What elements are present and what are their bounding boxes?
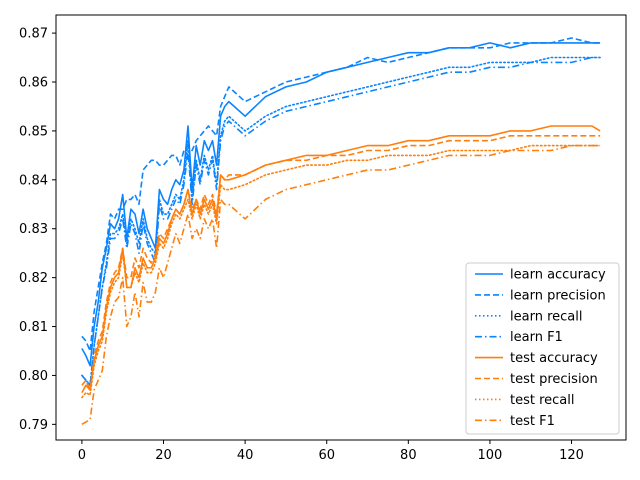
x-tick-label: 40 <box>237 448 254 463</box>
y-tick-label: 0.85 <box>19 124 48 139</box>
y-tick-label: 0.87 <box>19 27 48 42</box>
y-tick-label: 0.80 <box>19 369 48 384</box>
x-tick-label: 100 <box>478 448 503 463</box>
legend-label: test precision <box>510 372 598 387</box>
legend-label: learn F1 <box>510 330 563 345</box>
series-line-test-recall <box>81 144 601 399</box>
legend-label: learn precision <box>510 288 606 303</box>
x-tick-label: 60 <box>318 448 335 463</box>
x-tick-label: 80 <box>400 448 417 463</box>
x-axis: 0 20 40 60 80 100 120 <box>78 440 584 463</box>
plot-lines <box>81 37 601 425</box>
y-tick-label: 0.79 <box>19 418 48 433</box>
y-tick-label: 0.84 <box>19 173 48 188</box>
legend: learn accuracy learn precision learn recal… <box>465 262 620 435</box>
legend-label: learn recall <box>510 309 582 324</box>
legend-box <box>465 262 620 435</box>
x-tick-label: 20 <box>155 448 172 463</box>
y-axis: 0.79 0.80 0.81 0.82 0.83 0.84 0.85 0.86 0.87 <box>19 27 56 433</box>
y-tick-label: 0.86 <box>19 76 48 91</box>
x-tick-label: 120 <box>559 448 584 463</box>
axes-frame <box>55 14 627 441</box>
y-tick-label: 0.82 <box>19 271 48 286</box>
y-tick-label: 0.81 <box>19 320 48 335</box>
legend-label: test F1 <box>510 414 555 429</box>
legend-label: learn accuracy <box>510 268 606 283</box>
series-line-learn-precision <box>81 37 601 352</box>
series-line-learn-f1 <box>81 56 601 387</box>
x-tick-label: 0 <box>78 448 86 463</box>
series-line-test-accuracy <box>81 125 601 393</box>
y-tick-label: 0.83 <box>19 222 48 237</box>
series-line-test-precision <box>81 135 601 391</box>
legend-label: test accuracy <box>510 351 598 366</box>
legend-label: test recall <box>510 393 575 408</box>
